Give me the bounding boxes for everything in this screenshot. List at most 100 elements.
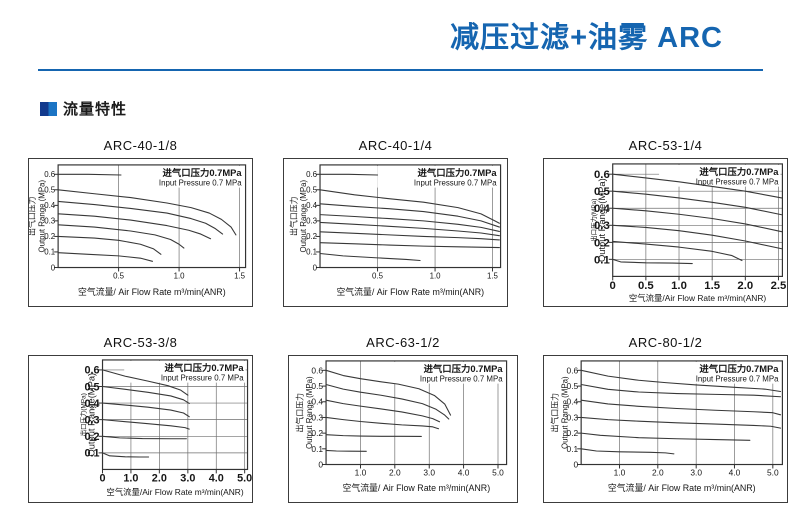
svg-text:进气口压力0.7MPa: 进气口压力0.7MPa [165, 362, 245, 373]
svg-text:0.6: 0.6 [84, 365, 99, 377]
svg-text:0.5: 0.5 [113, 271, 125, 280]
svg-text:Output Range (MPa): Output Range (MPa) [560, 376, 569, 449]
svg-text:出气口压力: 出气口压力 [294, 393, 304, 432]
svg-text:4.0: 4.0 [209, 472, 224, 484]
svg-text:1.5: 1.5 [234, 271, 246, 280]
svg-text:出气口压力: 出气口压力 [288, 196, 298, 235]
svg-text:1.5: 1.5 [704, 280, 720, 292]
svg-text:0: 0 [51, 263, 56, 272]
chart-title: ARC-80-1/2 [628, 335, 703, 350]
svg-text:0.2: 0.2 [567, 428, 579, 438]
svg-text:出口压力(MPa): 出口压力(MPa) [589, 199, 598, 242]
svg-text:0.2: 0.2 [311, 428, 323, 438]
svg-text:0.1: 0.1 [84, 448, 99, 460]
svg-text:0.6: 0.6 [594, 169, 610, 181]
svg-text:空气流量/Air Flow Rate m³/min(ANR): 空气流量/Air Flow Rate m³/min(ANR) [106, 487, 243, 497]
svg-text:0.1: 0.1 [567, 444, 579, 454]
chart-plot: 0.6 0.5 0.4 0.3 0.2 0.1 0 0.5 1.0 1.5 进气口压力0.7MPaI… [28, 158, 253, 307]
page-title: 减压过滤+油雾 ARC [450, 22, 723, 54]
chart-plot: 0.6 0.5 0.4 0.3 0.2 0.1 0 0.5 1.0 1.5 2.0 2.5 进气口压力0… [543, 158, 788, 307]
svg-text:3.0: 3.0 [690, 467, 702, 477]
flow-chart-arc-63-12: ARC-63-1/2 0.6 0.5 0.4 0.3 0.2 0.1 0 1.0 2.0 3.0 4… [288, 334, 518, 503]
svg-text:Input Pressure 0.7 MPa: Input Pressure 0.7 MPa [696, 375, 779, 384]
svg-text:Output Range (MPa): Output Range (MPa) [37, 180, 46, 253]
section-title: 流量特性 [63, 101, 128, 118]
section-header: 流量特性 [40, 98, 127, 119]
svg-text:Output Range(MPa): Output Range(MPa) [87, 373, 97, 457]
svg-text:2.5: 2.5 [771, 280, 787, 292]
svg-text:0.2: 0.2 [306, 232, 317, 241]
svg-text:0.3: 0.3 [44, 217, 56, 226]
svg-text:0.2: 0.2 [84, 431, 99, 443]
svg-text:空气流量/ Air Flow Rate m³/min(ANR: 空气流量/ Air Flow Rate m³/min(ANR) [342, 482, 490, 493]
svg-text:出气口压力: 出气口压力 [549, 393, 559, 432]
svg-text:0.1: 0.1 [44, 248, 55, 257]
section-bullet-icon [40, 101, 57, 116]
svg-text:0.5: 0.5 [372, 271, 384, 280]
svg-text:3.0: 3.0 [180, 472, 195, 484]
svg-text:0: 0 [610, 280, 616, 292]
svg-text:0.2: 0.2 [44, 232, 55, 241]
flow-chart-arc-80-12: ARC-80-1/2 0.6 0.5 0.4 0.3 0.2 0.1 0 1.0 2.0 3.0 4… [543, 334, 788, 503]
chart-title: ARC-40-1/4 [358, 138, 433, 153]
svg-text:Input Pressure 0.7 MPa: Input Pressure 0.7 MPa [159, 179, 242, 188]
svg-text:出气口压力: 出气口压力 [28, 196, 36, 235]
svg-text:2.0: 2.0 [652, 467, 664, 477]
flow-chart-arc-53-14: ARC-53-1/4 0.6 0.5 0.4 0.3 0.2 0.1 0 0.5 1.0 1.5 2… [543, 137, 788, 307]
svg-text:0.5: 0.5 [567, 381, 579, 391]
svg-text:0.6: 0.6 [311, 365, 323, 375]
chart-plot: 0.6 0.5 0.4 0.3 0.2 0.10 1.0 2.0 3.0 4.0 5.0 进气口压力0… [28, 355, 253, 503]
svg-text:0.5: 0.5 [84, 381, 99, 393]
svg-text:1.0: 1.0 [671, 280, 687, 292]
svg-text:0.1: 0.1 [594, 254, 610, 266]
svg-text:0.4: 0.4 [306, 201, 318, 210]
flow-chart-arc-53-38: ARC-53-3/8 0.6 0.5 0.4 0.3 0.2 0.1 0 1.0 2.0 3.0 4… [28, 334, 253, 503]
svg-text:1.0: 1.0 [174, 271, 186, 280]
svg-text:0.4: 0.4 [44, 201, 56, 210]
title-divider [38, 69, 763, 71]
svg-text:0.4: 0.4 [567, 397, 579, 407]
svg-text:1.0: 1.0 [123, 472, 138, 484]
svg-text:出口压力(MPa): 出口压力(MPa) [79, 393, 88, 436]
svg-text:0: 0 [574, 459, 579, 469]
svg-text:4.0: 4.0 [458, 467, 470, 477]
svg-text:0: 0 [100, 472, 106, 484]
svg-text:进气口压力0.7MPa: 进气口压力0.7MPa [163, 167, 243, 178]
svg-text:2.0: 2.0 [389, 467, 401, 477]
svg-text:空气流量/ Air Flow Rate m³/min(ANR: 空气流量/ Air Flow Rate m³/min(ANR) [608, 482, 756, 493]
svg-text:Input Pressure 0.7 MPa: Input Pressure 0.7 MPa [414, 179, 497, 188]
svg-text:0.5: 0.5 [594, 186, 610, 198]
svg-text:0.2: 0.2 [594, 237, 610, 249]
svg-text:0.1: 0.1 [306, 248, 317, 257]
svg-text:5.0: 5.0 [492, 467, 504, 477]
svg-text:2.0: 2.0 [152, 472, 167, 484]
svg-text:0.3: 0.3 [567, 412, 579, 422]
svg-text:Output Range(MPa): Output Range(MPa) [597, 178, 607, 262]
svg-text:0.5: 0.5 [306, 186, 318, 195]
svg-text:0.1: 0.1 [311, 444, 323, 454]
svg-text:0: 0 [313, 263, 318, 272]
svg-text:5.0: 5.0 [767, 467, 779, 477]
svg-text:Output Range (MPa): Output Range (MPa) [299, 180, 308, 253]
flow-chart-arc-40-18: ARC-40-1/8 0.6 0.5 0.4 0.3 0.2 0.1 0 0.5 1.0 1.5 进… [28, 137, 253, 307]
svg-text:进气口压力0.7MPa: 进气口压力0.7MPa [699, 363, 779, 374]
svg-text:0.6: 0.6 [567, 365, 579, 375]
svg-text:0.5: 0.5 [311, 381, 323, 391]
svg-text:空气流量/Air Flow Rate m³/min(ANR): 空气流量/Air Flow Rate m³/min(ANR) [629, 293, 766, 303]
svg-text:0.6: 0.6 [44, 170, 56, 179]
svg-text:空气流量/ Air Flow Rate m³/min(ANR: 空气流量/ Air Flow Rate m³/min(ANR) [336, 286, 484, 297]
svg-text:Input Pressure 0.7 MPa: Input Pressure 0.7 MPa [696, 178, 779, 187]
svg-text:0.3: 0.3 [84, 414, 99, 426]
svg-text:Output Range (MPa): Output Range (MPa) [305, 376, 314, 449]
svg-text:5.0: 5.0 [237, 472, 252, 484]
svg-text:进气口压力0.7MPa: 进气口压力0.7MPa [699, 166, 779, 177]
chart-plot: 0.6 0.5 0.4 0.3 0.2 0.1 0 0.5 1.0 1.5 进气口压力0.7MPaI… [283, 158, 508, 307]
svg-text:1.0: 1.0 [355, 467, 367, 477]
svg-text:进气口压力0.7MPa: 进气口压力0.7MPa [424, 363, 504, 374]
svg-text:0.4: 0.4 [594, 203, 610, 215]
svg-text:1.0: 1.0 [430, 271, 442, 280]
svg-text:0.4: 0.4 [84, 398, 99, 410]
